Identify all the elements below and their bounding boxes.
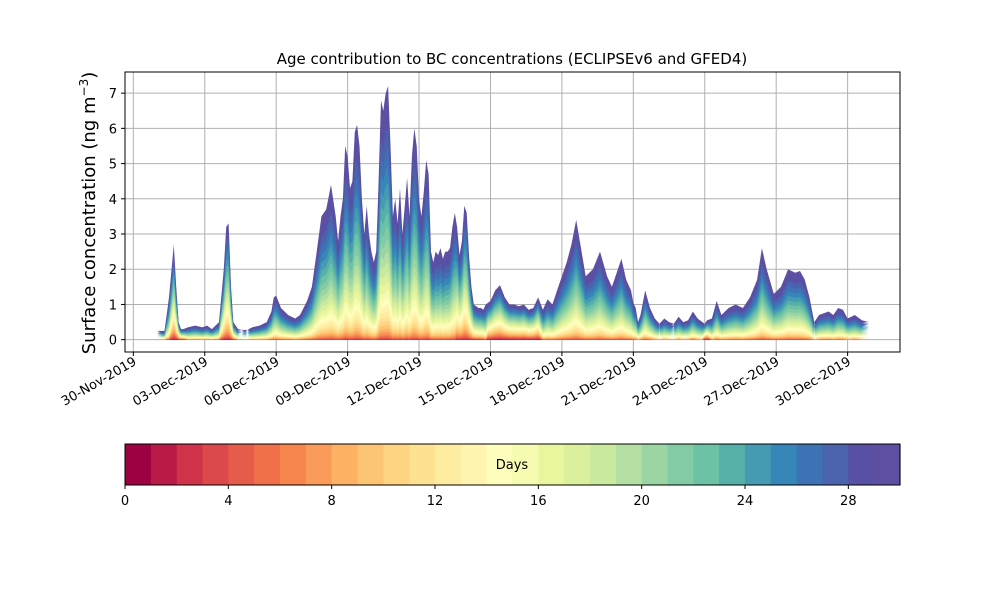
colorbar-swatch — [460, 444, 488, 485]
y-tick-label: 5 — [109, 158, 117, 173]
x-tick-label: 30-Dec-2019 — [773, 354, 853, 409]
colorbar-swatch — [150, 444, 178, 485]
colorbar-tick-label: 12 — [427, 494, 444, 509]
age-layer-day-2 — [157, 338, 870, 340]
x-tick-label: 03-Dec-2019 — [130, 354, 210, 409]
colorbar-swatch — [331, 444, 359, 485]
colorbar-swatch — [125, 444, 152, 485]
colorbar-swatch — [848, 444, 875, 485]
colorbar-swatch — [667, 444, 694, 485]
colorbar-swatch — [745, 444, 772, 485]
y-tick-label: 4 — [109, 193, 117, 208]
colorbar-swatch — [512, 444, 539, 485]
age-layer-day-5 — [157, 334, 870, 340]
colorbar: 0 4 8 12 16 20 24 28 — [121, 443, 901, 509]
colorbar-swatch — [719, 444, 746, 485]
x-tick-label: 30-Nov-2019 — [59, 354, 139, 409]
colorbar-swatch — [615, 444, 643, 485]
y-tick-label: 0 — [109, 334, 117, 349]
y-tick-label: 7 — [109, 87, 117, 102]
x-tick-label: 09-Dec-2019 — [273, 354, 353, 409]
colorbar-swatch — [641, 444, 669, 485]
colorbar-tick-label: 4 — [224, 494, 232, 509]
colorbar-swatch — [538, 444, 565, 485]
colorbar-swatch — [796, 444, 824, 485]
axes: 0 1 2 3 4 5 6 7 30-Nov-201903-Dec-201906-Dec-201… — [59, 71, 901, 410]
colorbar-swatch — [280, 444, 307, 485]
x-tick-label: 12-Dec-2019 — [345, 354, 425, 409]
age-layer-day-3 — [157, 337, 870, 340]
y-axis-label: Surface concentration (ng m−3) — [77, 72, 100, 355]
colorbar-swatch — [176, 444, 204, 485]
colorbar-label: Days — [496, 458, 529, 473]
colorbar-swatch — [228, 444, 255, 485]
colorbar-tick-label: 0 — [121, 494, 129, 509]
colorbar-tick-label: 8 — [328, 494, 336, 509]
x-tick-label: 15-Dec-2019 — [416, 354, 496, 409]
y-tick-label: 2 — [109, 263, 117, 278]
colorbar-swatch — [305, 444, 333, 485]
colorbar-frame — [124, 443, 901, 486]
x-tick-label: 24-Dec-2019 — [630, 354, 710, 409]
chart-title: Age contribution to BC concentrations (E… — [277, 50, 748, 68]
plot-frame — [124, 71, 901, 353]
y-tick-label: 3 — [109, 228, 117, 243]
colorbar-tick-label: 16 — [530, 494, 547, 509]
colorbar-tick-label: 20 — [633, 494, 650, 509]
colorbar-swatch — [874, 444, 901, 485]
age-layer-day-1 — [157, 338, 870, 340]
colorbar-swatch — [693, 444, 720, 485]
colorbar-swatch — [409, 444, 436, 485]
colorbar-swatch — [770, 444, 798, 485]
colorbar-swatch — [202, 444, 229, 485]
x-tick-label: 18-Dec-2019 — [488, 354, 568, 409]
colorbar-swatch — [822, 444, 849, 485]
x-tick-label: 06-Dec-2019 — [202, 354, 282, 409]
colorbar-swatch — [564, 444, 591, 485]
x-tick-label: 21-Dec-2019 — [559, 354, 639, 409]
colorbar-swatch — [435, 444, 462, 485]
colorbar-swatch — [486, 444, 514, 485]
age-layer-day-4 — [157, 335, 870, 340]
colorbar-swatch — [254, 444, 281, 485]
colorbar-swatch — [357, 444, 384, 485]
colorbar-swatch — [590, 444, 617, 485]
colorbar-swatch — [383, 444, 410, 485]
colorbar-tick-label: 24 — [737, 494, 754, 509]
colorbar-tick-label: 28 — [840, 494, 857, 509]
y-tick-label: 6 — [109, 122, 117, 137]
x-tick-label: 27-Dec-2019 — [702, 354, 782, 409]
y-tick-label: 1 — [109, 298, 117, 313]
stacked-area-layers — [157, 86, 870, 340]
